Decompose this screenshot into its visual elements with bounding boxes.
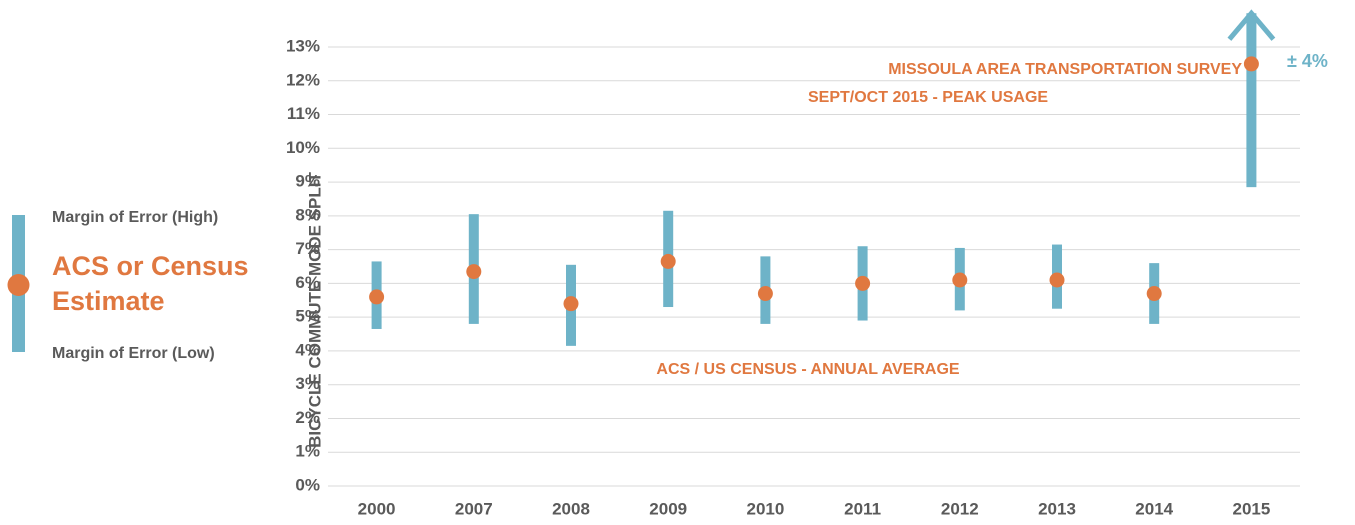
legend-low: Margin of Error (Low): [52, 345, 215, 362]
y-tick-label: 10%: [286, 138, 320, 157]
x-tick-label: 2011: [844, 499, 881, 518]
x-tick-label: 2013: [1038, 499, 1076, 518]
estimate-point: [855, 275, 871, 291]
y-tick-label: 7%: [295, 239, 320, 258]
y-tick-label: 1%: [295, 442, 320, 461]
estimate-point: [466, 264, 482, 280]
estimate-point: [757, 286, 773, 302]
x-tick-label: 2009: [649, 499, 687, 518]
y-tick-label: 0%: [295, 475, 320, 494]
x-tick-label: 2007: [455, 499, 493, 518]
y-tick-label: 9%: [295, 172, 320, 191]
y-tick-label: 8%: [295, 205, 320, 224]
y-tick-label: 4%: [295, 340, 320, 359]
y-tick-label: 12%: [286, 70, 320, 89]
legend-dot: [7, 274, 30, 296]
legend-estimate: ACS or Census: [52, 251, 249, 281]
annotation: MISSOULA AREA TRANSPORTATION SURVEY: [888, 61, 1242, 78]
x-tick-label: 2000: [358, 499, 396, 518]
estimate-point: [369, 289, 385, 305]
estimate-point: [563, 296, 579, 312]
y-tick-label: 3%: [295, 374, 320, 393]
error-bar: [1246, 13, 1257, 188]
y-tick-label: 5%: [295, 307, 320, 326]
y-tick-label: 13%: [286, 36, 320, 55]
estimate-point: [1049, 272, 1065, 288]
x-tick-label: 2008: [552, 499, 590, 518]
estimate-point: [1146, 286, 1162, 302]
estimate-point: [1243, 56, 1259, 72]
arrow-head: [1227, 9, 1276, 41]
y-tick-label: 11%: [287, 104, 320, 123]
y-axis-label: BICYCLE COMMUTE MODE SPLIT: [305, 171, 324, 447]
y-tick-label: 6%: [295, 273, 320, 292]
x-tick-label: 2010: [746, 499, 784, 518]
y-tick-label: 2%: [295, 408, 320, 427]
x-tick-label: 2015: [1232, 499, 1270, 518]
annotation: SEPT/OCT 2015 - PEAK USAGE: [808, 89, 1048, 106]
estimate-point: [952, 272, 968, 288]
annotation: ± 4%: [1287, 51, 1328, 71]
legend-high: Margin of Error (High): [52, 209, 218, 226]
legend-estimate: Estimate: [52, 286, 165, 316]
x-tick-label: 2012: [941, 499, 979, 518]
annotation: ACS / US CENSUS - ANNUAL AVERAGE: [656, 361, 959, 378]
x-tick-label: 2014: [1135, 499, 1173, 518]
estimate-point: [660, 253, 676, 269]
